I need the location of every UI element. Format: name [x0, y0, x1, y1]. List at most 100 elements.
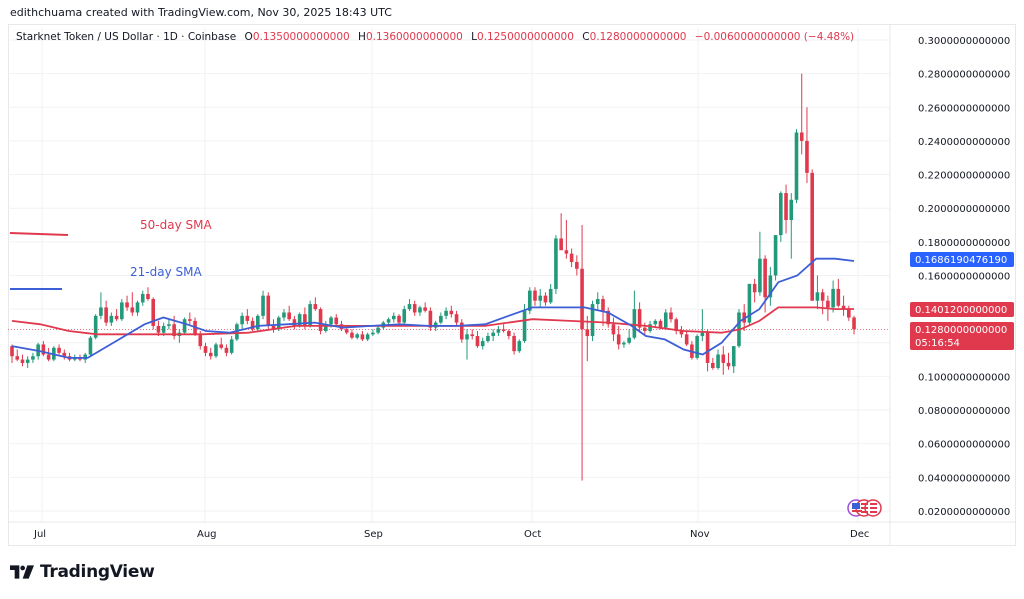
- candle: [799, 132, 804, 141]
- candle: [250, 320, 255, 330]
- economic-events-icon[interactable]: [847, 499, 882, 517]
- candle: [637, 309, 642, 328]
- grid-lines: [8, 24, 1016, 546]
- candle: [847, 309, 851, 318]
- time-tick-label: Oct: [524, 529, 541, 540]
- low-value: 0.1250000000000: [477, 31, 574, 43]
- price-tick-label: 0.0200000000000: [918, 507, 1010, 518]
- candle: [402, 309, 407, 323]
- candle: [475, 336, 480, 347]
- candle: [208, 352, 213, 357]
- candle: [674, 319, 679, 331]
- candle: [214, 344, 218, 357]
- sma50-legend-line: [9, 232, 69, 236]
- sma21-annotation: 21-day SMA: [130, 265, 202, 279]
- price-tick-label: 0.2400000000000: [918, 137, 1010, 148]
- symbol-title[interactable]: Starknet Token / US Dollar · 1D · Coinba…: [16, 31, 237, 43]
- candle: [135, 302, 140, 313]
- price-tick-label: 0.0400000000000: [918, 473, 1010, 484]
- high-value: 0.1360000000000: [365, 31, 463, 43]
- candle: [507, 330, 511, 337]
- candle: [62, 352, 67, 357]
- price-tick-label: 0.2200000000000: [918, 171, 1010, 182]
- brand-name: TradingView: [40, 562, 155, 582]
- chart-frame: [8, 24, 1016, 546]
- candle: [256, 315, 260, 330]
- candle: [104, 307, 108, 323]
- candle: [826, 300, 830, 308]
- candle: [695, 336, 699, 358]
- candle: [20, 359, 25, 363]
- time-tick-label: Jul: [33, 529, 46, 540]
- candle: [752, 283, 757, 293]
- candle: [779, 193, 783, 236]
- candle: [486, 336, 490, 342]
- candle: [575, 262, 579, 269]
- candle: [303, 314, 307, 326]
- candle: [418, 307, 422, 313]
- candle: [412, 304, 417, 313]
- price-tick-label: 0.2600000000000: [918, 103, 1010, 114]
- candle: [203, 346, 208, 353]
- candle: [120, 302, 124, 320]
- candle: [297, 314, 302, 326]
- candle: [632, 309, 637, 338]
- candle: [768, 275, 773, 298]
- candle: [287, 312, 291, 320]
- candle: [622, 342, 626, 345]
- tradingview-logo[interactable]: TradingView: [10, 562, 155, 582]
- candle: [439, 315, 443, 323]
- candle: [423, 307, 427, 311]
- candle: [31, 356, 35, 360]
- candle: [10, 346, 14, 357]
- candle: [292, 319, 297, 326]
- time-tick-label: Aug: [197, 529, 217, 540]
- candle: [376, 327, 380, 333]
- candle: [334, 317, 339, 325]
- sma-legend-lines: [9, 232, 69, 290]
- candle: [705, 332, 710, 363]
- candle: [15, 356, 20, 360]
- candle: [653, 320, 658, 325]
- candle: [57, 347, 61, 353]
- candle: [407, 304, 412, 310]
- candle: [459, 322, 464, 340]
- candle: [350, 332, 354, 338]
- candle: [852, 317, 856, 330]
- candle: [616, 334, 621, 345]
- candle: [543, 295, 548, 303]
- candle: [324, 324, 328, 331]
- candle: [444, 310, 448, 316]
- candle: [41, 344, 46, 355]
- candle: [386, 319, 391, 323]
- candle: [731, 346, 736, 367]
- candle: [763, 258, 767, 298]
- candle: [538, 295, 543, 301]
- candle: [93, 315, 98, 338]
- change-value: −0.0060000000000 (−4.48%): [694, 31, 855, 43]
- candle: [815, 292, 820, 301]
- time-tick-label: Dec: [850, 529, 869, 540]
- candle: [109, 315, 114, 323]
- time-tick-label: Nov: [690, 529, 710, 540]
- candle: [229, 339, 234, 353]
- candle: [454, 314, 459, 323]
- candle: [658, 320, 663, 328]
- candle: [512, 336, 516, 352]
- sma21-line: [11, 257, 855, 359]
- candle: [585, 329, 590, 337]
- price-tick-label: 0.2800000000000: [918, 70, 1010, 81]
- candle: [99, 307, 103, 316]
- candle: [391, 315, 396, 320]
- candle: [517, 341, 522, 352]
- candle: [784, 193, 788, 220]
- candle: [397, 315, 401, 323]
- candle: [758, 258, 762, 293]
- candle: [219, 344, 223, 348]
- open-value: 0.1350000000000: [252, 31, 350, 43]
- candle: [182, 319, 187, 333]
- candle: [282, 312, 286, 318]
- candle: [794, 132, 799, 200]
- candle: [533, 290, 537, 301]
